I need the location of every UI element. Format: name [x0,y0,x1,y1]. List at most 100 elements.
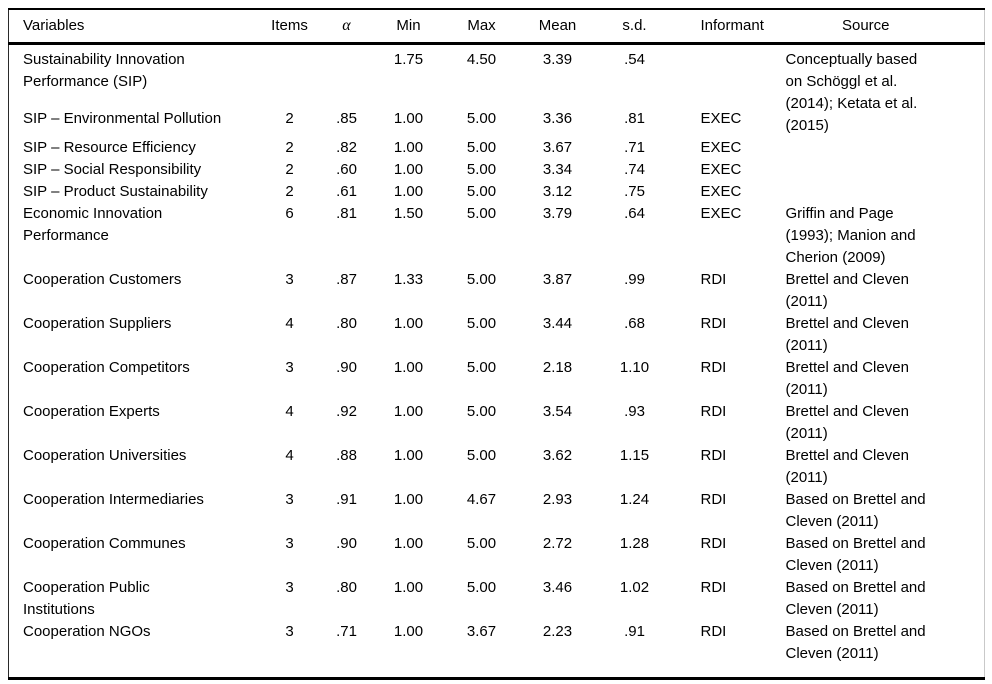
cell-mean: 2.18 [542,359,573,376]
cell-mean: 3.87 [542,271,573,288]
cell-informant: EXEC [700,139,742,156]
cell-alpha: .82 [336,139,357,156]
cell-items: 2 [285,161,294,178]
cell-max: 5.00 [466,535,497,552]
cell-sd: .93 [624,403,645,420]
cell-mean: 2.72 [542,535,573,552]
column-header-source: Source [777,9,985,45]
cell-items: 6 [285,205,294,222]
column-header-mean: Mean [518,9,597,45]
cell-mean: 3.39 [542,51,573,68]
cell-sd: .99 [624,271,645,288]
table-row: SIP – Product Sustainability 2 .61 1.00 … [9,181,985,203]
table-row: Economic Innovation Performance 6 .81 1.… [9,203,985,269]
cell-min: 1.00 [393,491,424,508]
cell-variable: SIP – Resource Efficiency [23,139,196,156]
cell-informant: RDI [700,271,727,288]
cell-sd: 1.02 [619,579,650,596]
cell-source [778,159,985,181]
cell-alpha: .80 [336,579,357,596]
column-header-informant: Informant [672,9,778,45]
cell-alpha: .61 [336,183,357,200]
cell-variable: Economic Innovation Performance [23,205,163,244]
cell-source [778,181,985,203]
cell-sd: .64 [624,205,645,222]
cell-min: 1.00 [393,535,424,552]
cell-mean: 2.93 [542,491,573,508]
cell-mean: 3.46 [542,579,573,596]
table-row: Cooperation NGOs 3 .71 1.00 3.67 2.23 .9… [9,621,985,679]
cell-source: Brettel and Cleven (2011) [785,359,909,398]
cell-alpha: .92 [336,403,357,420]
cell-sd: .54 [624,51,645,68]
cell-max: 5.00 [466,315,497,332]
column-header-alpha: α [320,9,373,45]
header-row: Variables Items α Min Max Mean s.d. Info… [8,9,985,45]
cell-variable: SIP – Social Responsibility [23,161,202,178]
table-row: Cooperation Public Institutions 3 .80 1.… [9,577,985,621]
cell-sd: .68 [624,315,645,332]
cell-mean: 3.67 [542,139,573,156]
cell-max: 5.00 [466,110,497,128]
cell-informant: RDI [700,315,727,332]
cell-items: 3 [285,535,294,552]
cell-items: 4 [285,447,294,464]
cell-min: 1.00 [393,403,424,420]
cell-min: 1.00 [393,579,424,596]
cell-source: Brettel and Cleven (2011) [785,271,909,310]
cell-mean: 2.23 [542,623,573,640]
cell-sd: .91 [624,623,645,640]
cell-sd: 1.10 [619,359,650,376]
cell-items: 3 [285,579,294,596]
cell-source: Based on Brettel and Cleven (2011) [785,623,926,662]
cell-alpha: .81 [336,205,357,222]
cell-min: 1.00 [393,623,424,640]
cell-sd: .81 [624,110,645,128]
cell-informant: RDI [700,579,727,596]
cell-items: 3 [285,271,294,288]
cell-variable: Cooperation Suppliers [23,315,172,332]
cell-max: 5.00 [466,271,497,288]
cell-min: 1.33 [393,271,424,288]
cell-informant: RDI [700,491,727,508]
cell-items [259,44,321,109]
cell-items: 3 [285,623,294,640]
cell-sd: .71 [624,139,645,156]
cell-variable: Cooperation Universities [23,447,187,464]
table-row: Cooperation Communes 3 .90 1.00 5.00 2.7… [9,533,985,577]
table-row: Cooperation Universities 4 .88 1.00 5.00… [9,445,985,489]
cell-max: 5.00 [466,579,497,596]
cell-mean: 3.79 [542,205,573,222]
table-row: Cooperation Customers 3 .87 1.33 5.00 3.… [9,269,985,313]
cell-variable: Cooperation NGOs [23,623,151,640]
cell-mean: 3.12 [542,183,573,200]
table-row: SIP – Resource Efficiency 2 .82 1.00 5.0… [9,137,985,159]
column-header-sd: s.d. [596,9,673,45]
cell-mean: 3.36 [542,110,573,128]
table-row: Cooperation Suppliers 4 .80 1.00 5.00 3.… [9,313,985,357]
cell-source: Based on Brettel and Cleven (2011) [785,491,926,530]
cell-max: 5.00 [466,205,497,222]
summary-statistics-table: Variables Items α Min Max Mean s.d. Info… [8,8,985,680]
cell-items: 2 [285,139,294,156]
cell-alpha: .88 [336,447,357,464]
cell-items: 3 [285,359,294,376]
table-body: Sustainability Innovation Performance (S… [9,44,985,679]
cell-variable: Cooperation Communes [23,535,186,552]
cell-max: 5.00 [466,161,497,178]
cell-sd: 1.28 [619,535,650,552]
cell-min: 1.00 [393,161,424,178]
cell-source: Brettel and Cleven (2011) [785,315,909,354]
cell-mean: 3.34 [542,161,573,178]
cell-source: Brettel and Cleven (2011) [785,447,909,486]
cell-sd: .74 [624,161,645,178]
cell-source [778,137,985,159]
column-header-variables: Variables [8,9,259,45]
cell-alpha: .91 [336,491,357,508]
cell-max: 3.67 [466,623,497,640]
cell-alpha: .90 [336,359,357,376]
cell-mean: 3.54 [542,403,573,420]
column-header-items: Items [258,9,321,45]
cell-source: Griffin and Page (1993); Manion and Cher… [785,205,916,266]
